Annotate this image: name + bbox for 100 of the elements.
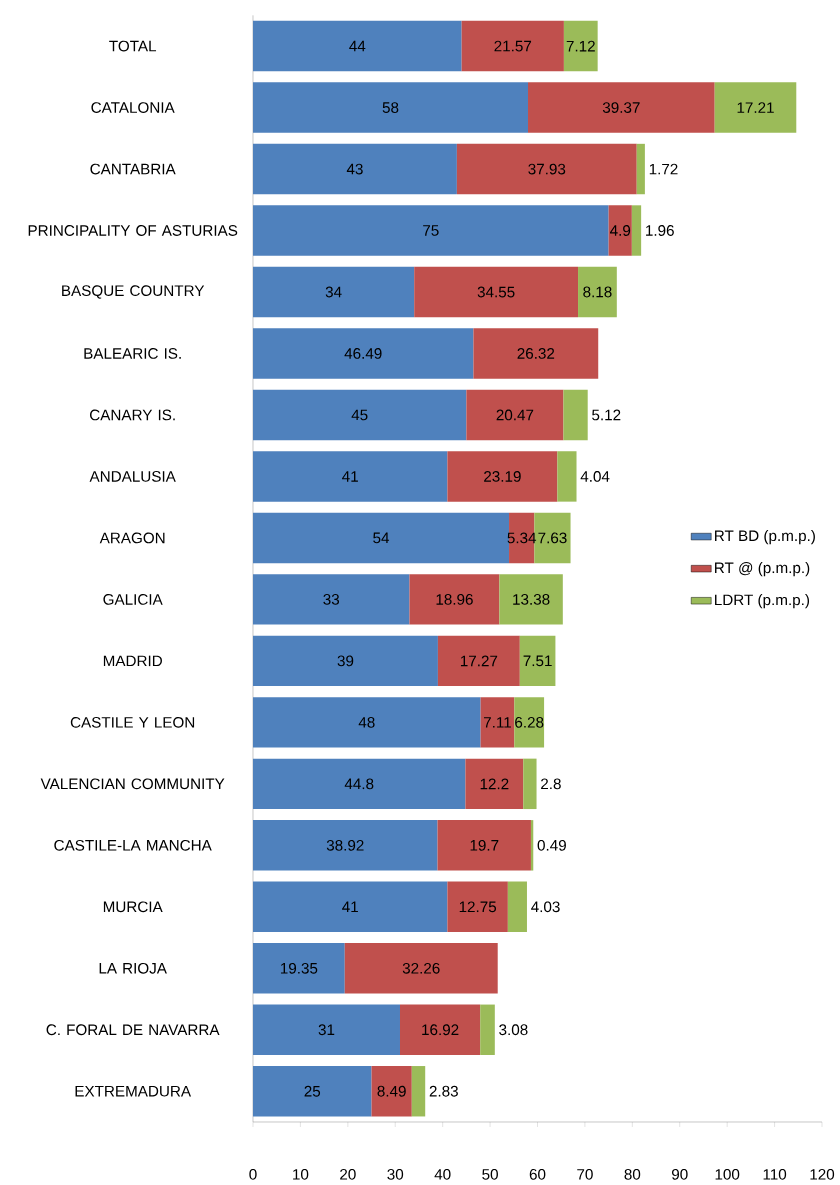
data-label: 26.32: [517, 348, 555, 359]
bar: [514, 697, 545, 748]
data-label: 19.7: [470, 839, 499, 851]
data-label: 33: [323, 594, 340, 605]
bar: [480, 697, 515, 748]
bar: [499, 574, 563, 625]
bar: [523, 758, 537, 810]
data-label: 5.12: [592, 409, 621, 421]
y-tick-label: PRINCIPALITY OF ASTURIAS: [28, 225, 238, 236]
bar: [519, 635, 556, 687]
data-label: 12.2: [480, 778, 509, 790]
data-label: 0.49: [537, 839, 566, 851]
bar: [252, 574, 410, 625]
y-tick-label: CASTILE Y LEON: [70, 716, 195, 728]
bar: [447, 881, 508, 933]
bar: [447, 451, 558, 502]
y-tick-label: ANDALUSIA: [89, 471, 176, 482]
data-label: 8.18: [583, 286, 612, 298]
bar: [456, 143, 637, 195]
bar: [252, 20, 462, 72]
data-label: 1.72: [649, 163, 678, 175]
data-label: 13.38: [513, 594, 550, 605]
x-tick-label: 10: [293, 1168, 309, 1180]
bar: [466, 389, 564, 441]
x-tick-label: 70: [577, 1168, 593, 1180]
data-label: 41: [342, 901, 358, 913]
data-label: 32.26: [402, 962, 440, 974]
data-label: 2.83: [429, 1085, 458, 1097]
y-tick-label: LA RIOJA: [99, 962, 167, 974]
data-label: 1.96: [646, 225, 674, 236]
data-label: 58: [382, 102, 399, 113]
bar: [252, 205, 609, 256]
bar: [252, 82, 529, 133]
y-tick-label: MADRID: [103, 655, 162, 667]
x-tick-label: 80: [624, 1168, 641, 1180]
bar: [252, 1066, 372, 1117]
data-label: 7.12: [566, 40, 595, 52]
data-label: 54: [373, 532, 390, 544]
data-label: 19.35: [280, 962, 318, 974]
bar: [252, 881, 448, 933]
bar: [252, 758, 466, 810]
x-tick-label: 60: [529, 1168, 546, 1180]
x-tick-label: 90: [671, 1168, 688, 1180]
bar: [563, 389, 588, 441]
data-label: 4.9: [610, 225, 631, 236]
data-label: 18.96: [436, 594, 473, 605]
data-label: 25: [304, 1085, 321, 1097]
bar: [252, 143, 457, 195]
data-label: 7.51: [523, 655, 552, 667]
bar: [252, 389, 467, 441]
bar: [437, 820, 531, 871]
bar: [399, 1004, 481, 1055]
data-label: 31: [318, 1024, 335, 1036]
bar: [608, 205, 632, 256]
data-label: 12.75: [459, 901, 497, 913]
data-label: 7.63: [538, 532, 567, 544]
bar: [714, 82, 797, 133]
bar: [252, 266, 415, 318]
bar: [461, 20, 564, 72]
data-label: 39.37: [602, 102, 640, 113]
data-label: 37.93: [528, 163, 566, 175]
data-label: 34: [325, 286, 342, 298]
bar: [480, 1004, 495, 1055]
bar: [557, 451, 577, 502]
data-label: 4.04: [580, 471, 610, 482]
y-tick-label: CASTILE-LA MANCHA: [54, 839, 212, 851]
data-label: 34.55: [477, 286, 515, 298]
x-tick-label: 50: [482, 1168, 498, 1180]
x-tick-label: 30: [387, 1168, 404, 1180]
data-label: 46.49: [344, 348, 382, 359]
bar: [636, 143, 645, 195]
bar: [252, 451, 448, 502]
y-tick-label: CANTABRIA: [90, 163, 176, 175]
bar: [344, 943, 498, 994]
data-label: 17.27: [460, 655, 498, 667]
data-label: 48: [358, 716, 375, 728]
bar: [252, 328, 474, 379]
data-label: 23.19: [484, 471, 521, 482]
y-tick-label: MURCIA: [103, 901, 163, 913]
bar: [473, 328, 599, 379]
x-tick-label: 110: [763, 1168, 787, 1180]
bar: [631, 205, 642, 256]
data-label: 75: [423, 225, 439, 236]
data-label: 45: [351, 409, 368, 421]
data-label: 44: [349, 40, 366, 52]
bar: [252, 697, 481, 748]
legend-label: LDRT (p.m.p.): [715, 594, 810, 609]
data-label: 16.92: [422, 1024, 459, 1036]
x-tick-label: 100: [715, 1168, 740, 1180]
x-tick-label: 20: [340, 1168, 356, 1180]
data-label: 44.8: [344, 778, 374, 790]
bar: [371, 1066, 412, 1117]
bar: [528, 82, 715, 133]
bar: [414, 266, 579, 318]
bar: [465, 758, 524, 810]
y-tick-label: BALEARIC IS.: [84, 348, 181, 359]
data-label: 8.49: [377, 1085, 406, 1097]
data-label: 43: [346, 163, 363, 175]
data-label: 20.47: [496, 409, 534, 421]
bar: [507, 881, 527, 933]
